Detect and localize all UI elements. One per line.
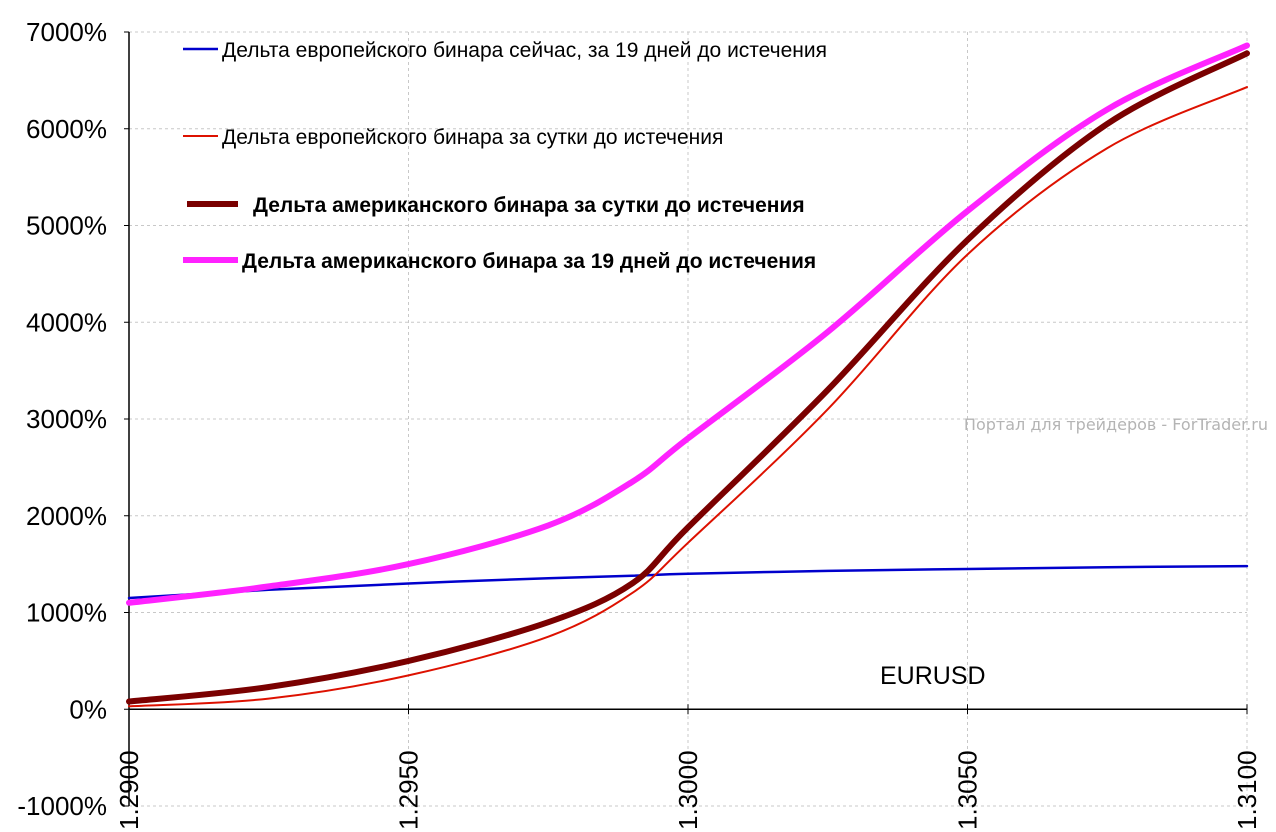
grid-lines [129,31,1248,807]
watermark-text: Портал для трейдеров - ForTrader.ru [964,415,1268,434]
axes [124,31,1248,807]
legend-label: Дельта американского бинара за 19 дней д… [242,250,816,273]
y-tick-label: -1000% [17,791,107,821]
x-tick-label: 1.3000 [673,750,703,830]
legend-label: Дельта европейского бинара за сутки до и… [222,126,723,149]
annotation-label: EURUSD [880,662,986,690]
y-tick-label: 5000% [26,211,107,241]
x-tick-label: 1.3100 [1232,750,1262,830]
x-tick-label: 1.2900 [114,750,144,830]
y-tick-label: 0% [69,694,107,724]
legend-label: Дельта американского бинара за сутки до … [253,194,805,217]
y-tick-label: 2000% [26,501,107,531]
x-tick-labels: 1.2900 1.2950 1.3000 1.3050 1.3100 [114,750,1262,830]
series-line-4 [126,42,1250,606]
series-lines [126,42,1250,708]
series-line-1 [127,564,1249,600]
x-tick-label: 1.3050 [953,750,983,830]
legend: Дельта европейского бинара сейчас, за 19… [183,39,827,273]
series-line-2 [128,86,1248,708]
series-line-3 [126,50,1250,705]
y-tick-label: 1000% [26,598,107,628]
y-tick-label: 6000% [26,114,107,144]
y-tick-label: 3000% [26,404,107,434]
x-tick-label: 1.2950 [394,750,424,830]
legend-label: Дельта европейского бинара сейчас, за 19… [222,39,827,62]
y-tick-label: 4000% [26,307,107,337]
y-tick-labels: -1000% 0% 1000% 2000% 3000% 4000% 5000% 6000% 70… [17,17,107,821]
y-tick-label: 7000% [26,17,107,47]
